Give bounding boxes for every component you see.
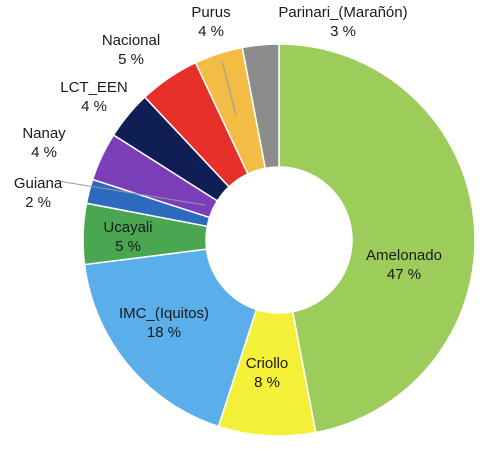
leader-purus [221, 60, 237, 116]
value-label-imc-iquitos: 18 % [147, 324, 181, 341]
value-label-nacional: 5 % [118, 51, 144, 68]
value-label-amelonado: 47 % [387, 266, 421, 283]
label-guiana: Guiana [14, 175, 63, 192]
label-lct-een: LCT_EEN [60, 79, 128, 96]
slice-labels: Amelonado 47 % Criollo 8 % IMC_(Iquitos) 18 %… [14, 4, 442, 391]
slice-amelonado [278, 43, 476, 434]
leader-guiana [57, 180, 206, 206]
label-nacional: Nacional [102, 32, 160, 49]
value-label-nanay: 4 % [31, 144, 57, 161]
value-label-lct-een: 4 % [81, 98, 107, 115]
label-parinari-mara-n: Parinari_(Marañón) [278, 4, 407, 21]
label-criollo: Criollo [246, 355, 289, 372]
leader-lines [57, 60, 237, 206]
value-label-ucayali: 5 % [115, 238, 141, 255]
slice-parinari-mara-n [241, 43, 280, 170]
value-label-criollo: 8 % [254, 374, 280, 391]
value-label-parinari-mara-n: 3 % [330, 23, 356, 40]
label-amelonado: Amelonado [366, 247, 442, 264]
value-label-guiana: 2 % [25, 194, 51, 211]
label-imc-iquitos: IMC_(Iquitos) [119, 305, 209, 322]
label-purus: Purus [191, 4, 230, 21]
value-label-purus: 4 % [198, 23, 224, 40]
slice-imc-iquitos [83, 248, 258, 428]
label-nanay: Nanay [22, 125, 66, 142]
label-ucayali: Ucayali [103, 219, 152, 236]
